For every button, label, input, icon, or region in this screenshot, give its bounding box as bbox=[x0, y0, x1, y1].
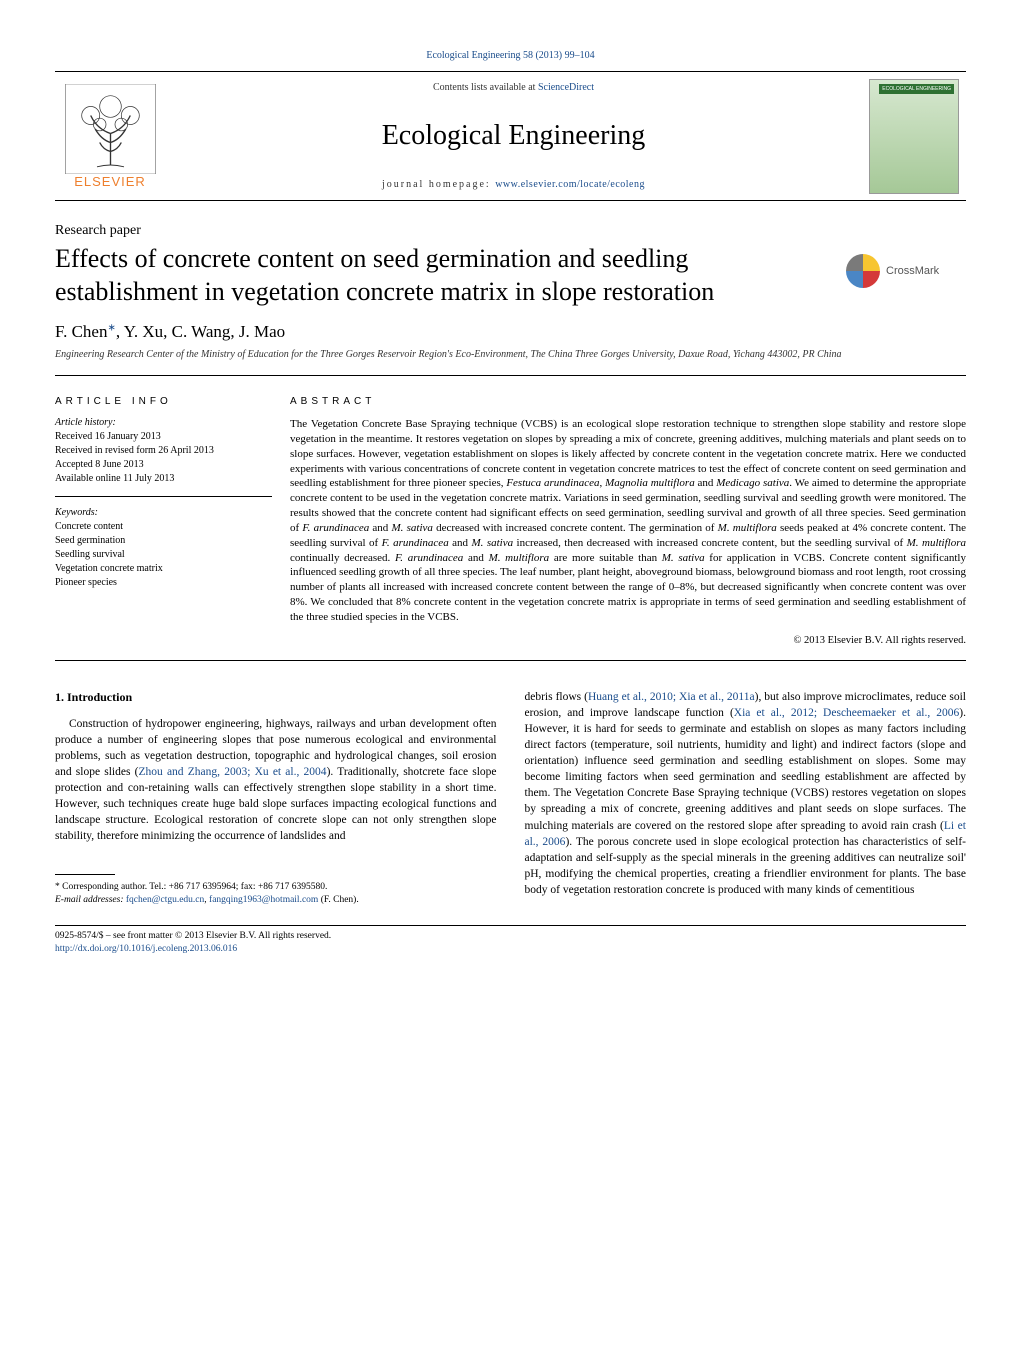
paper-type: Research paper bbox=[55, 223, 966, 239]
ref-link[interactable]: Zhou and Zhang, 2003; Xu et al., 2004 bbox=[138, 766, 326, 778]
elsevier-logo: ELSEVIER bbox=[55, 71, 165, 201]
body-text: ). However, it is hard for seeds to germ… bbox=[525, 707, 967, 832]
email-link-2[interactable]: fangqing1963@hotmail.com bbox=[209, 895, 318, 905]
journal-title: Ecological Engineering bbox=[165, 120, 862, 152]
intro-para-2: debris flows (Huang et al., 2010; Xia et… bbox=[525, 689, 967, 898]
contents-prefix: Contents lists available at bbox=[433, 82, 538, 93]
abstract-copyright: © 2013 Elsevier B.V. All rights reserved… bbox=[290, 635, 966, 646]
corr-asterisk[interactable]: ∗ bbox=[107, 322, 115, 333]
history-line: Received in revised form 26 April 2013 bbox=[55, 444, 272, 458]
header-citation-link[interactable]: Ecological Engineering 58 (2013) 99–104 bbox=[426, 50, 594, 61]
intro-para-1: Construction of hydropower engineering, … bbox=[55, 716, 497, 845]
keyword-line: Concrete content bbox=[55, 520, 272, 534]
rule-1 bbox=[55, 375, 966, 376]
keyword-line: Vegetation concrete matrix bbox=[55, 562, 272, 576]
keyword-line: Pioneer species bbox=[55, 576, 272, 590]
contents-line: Contents lists available at ScienceDirec… bbox=[165, 82, 862, 93]
tree-icon bbox=[63, 84, 158, 174]
masthead-center: Contents lists available at ScienceDirec… bbox=[165, 72, 862, 200]
email-line: E-mail addresses: fqchen@ctgu.edu.cn, fa… bbox=[55, 894, 497, 907]
journal-cover-label: ECOLOGICAL ENGINEERING bbox=[879, 84, 954, 94]
keyword-line: Seedling survival bbox=[55, 548, 272, 562]
abstract-column: ABSTRACT The Vegetation Concrete Base Sp… bbox=[290, 396, 966, 646]
corr-line: * Corresponding author. Tel.: +86 717 63… bbox=[55, 881, 497, 894]
elsevier-label: ELSEVIER bbox=[74, 174, 146, 189]
article-info-label: ARTICLE INFO bbox=[55, 396, 272, 407]
doi-link[interactable]: http://dx.doi.org/10.1016/j.ecoleng.2013… bbox=[55, 944, 237, 954]
history-title: Article history: bbox=[55, 417, 272, 428]
info-abstract-row: ARTICLE INFO Article history: Received 1… bbox=[55, 396, 966, 661]
header-citation: Ecological Engineering 58 (2013) 99–104 bbox=[55, 50, 966, 61]
email-label: E-mail addresses: bbox=[55, 895, 126, 905]
history-line: Received 16 January 2013 bbox=[55, 430, 272, 444]
corresponding-footnote: * Corresponding author. Tel.: +86 717 63… bbox=[55, 881, 497, 907]
abstract-text: The Vegetation Concrete Base Spraying te… bbox=[290, 417, 966, 625]
body-columns: 1. Introduction Construction of hydropow… bbox=[55, 689, 966, 907]
email-suffix: (F. Chen). bbox=[318, 895, 358, 905]
footer-line-1: 0925-8574/$ – see front matter © 2013 El… bbox=[55, 930, 966, 943]
intro-heading: 1. Introduction bbox=[55, 689, 497, 706]
history-line: Available online 11 July 2013 bbox=[55, 472, 272, 486]
body-text: ). The porous concrete used in slope eco… bbox=[525, 836, 967, 896]
history-line: Accepted 8 June 2013 bbox=[55, 458, 272, 472]
masthead: ELSEVIER Contents lists available at Sci… bbox=[55, 71, 966, 201]
footer: 0925-8574/$ – see front matter © 2013 El… bbox=[55, 930, 966, 957]
crossmark-badge[interactable]: CrossMark bbox=[846, 251, 966, 291]
ref-link[interactable]: Xia et al., 2012; Descheemaeker et al., … bbox=[734, 707, 959, 719]
article-info: ARTICLE INFO Article history: Received 1… bbox=[55, 396, 290, 646]
homepage-link[interactable]: www.elsevier.com/locate/ecoleng bbox=[495, 179, 645, 190]
email-link-1[interactable]: fqchen@ctgu.edu.cn bbox=[126, 895, 204, 905]
bottom-rule bbox=[55, 925, 966, 926]
keywords-title: Keywords: bbox=[55, 507, 272, 518]
crossmark-icon bbox=[846, 254, 880, 288]
affiliation: Engineering Research Center of the Minis… bbox=[55, 348, 966, 361]
ref-link[interactable]: Huang et al., 2010; Xia et al., 2011a bbox=[588, 691, 755, 703]
body-text: debris flows ( bbox=[525, 691, 588, 703]
history-block: Article history: Received 16 January 201… bbox=[55, 417, 272, 497]
authors: F. Chen∗, Y. Xu, C. Wang, J. Mao bbox=[55, 322, 966, 342]
footnote-rule bbox=[55, 874, 115, 875]
sciencedirect-link[interactable]: ScienceDirect bbox=[538, 82, 594, 93]
crossmark-label: CrossMark bbox=[886, 265, 939, 277]
homepage-prefix: journal homepage: bbox=[382, 179, 495, 190]
journal-cover: ECOLOGICAL ENGINEERING bbox=[869, 79, 959, 194]
title-row: Effects of concrete content on seed germ… bbox=[55, 243, 966, 308]
abstract-label: ABSTRACT bbox=[290, 396, 966, 407]
keyword-line: Seed germination bbox=[55, 534, 272, 548]
homepage-line: journal homepage: www.elsevier.com/locat… bbox=[165, 179, 862, 190]
paper-title: Effects of concrete content on seed germ… bbox=[55, 243, 831, 308]
